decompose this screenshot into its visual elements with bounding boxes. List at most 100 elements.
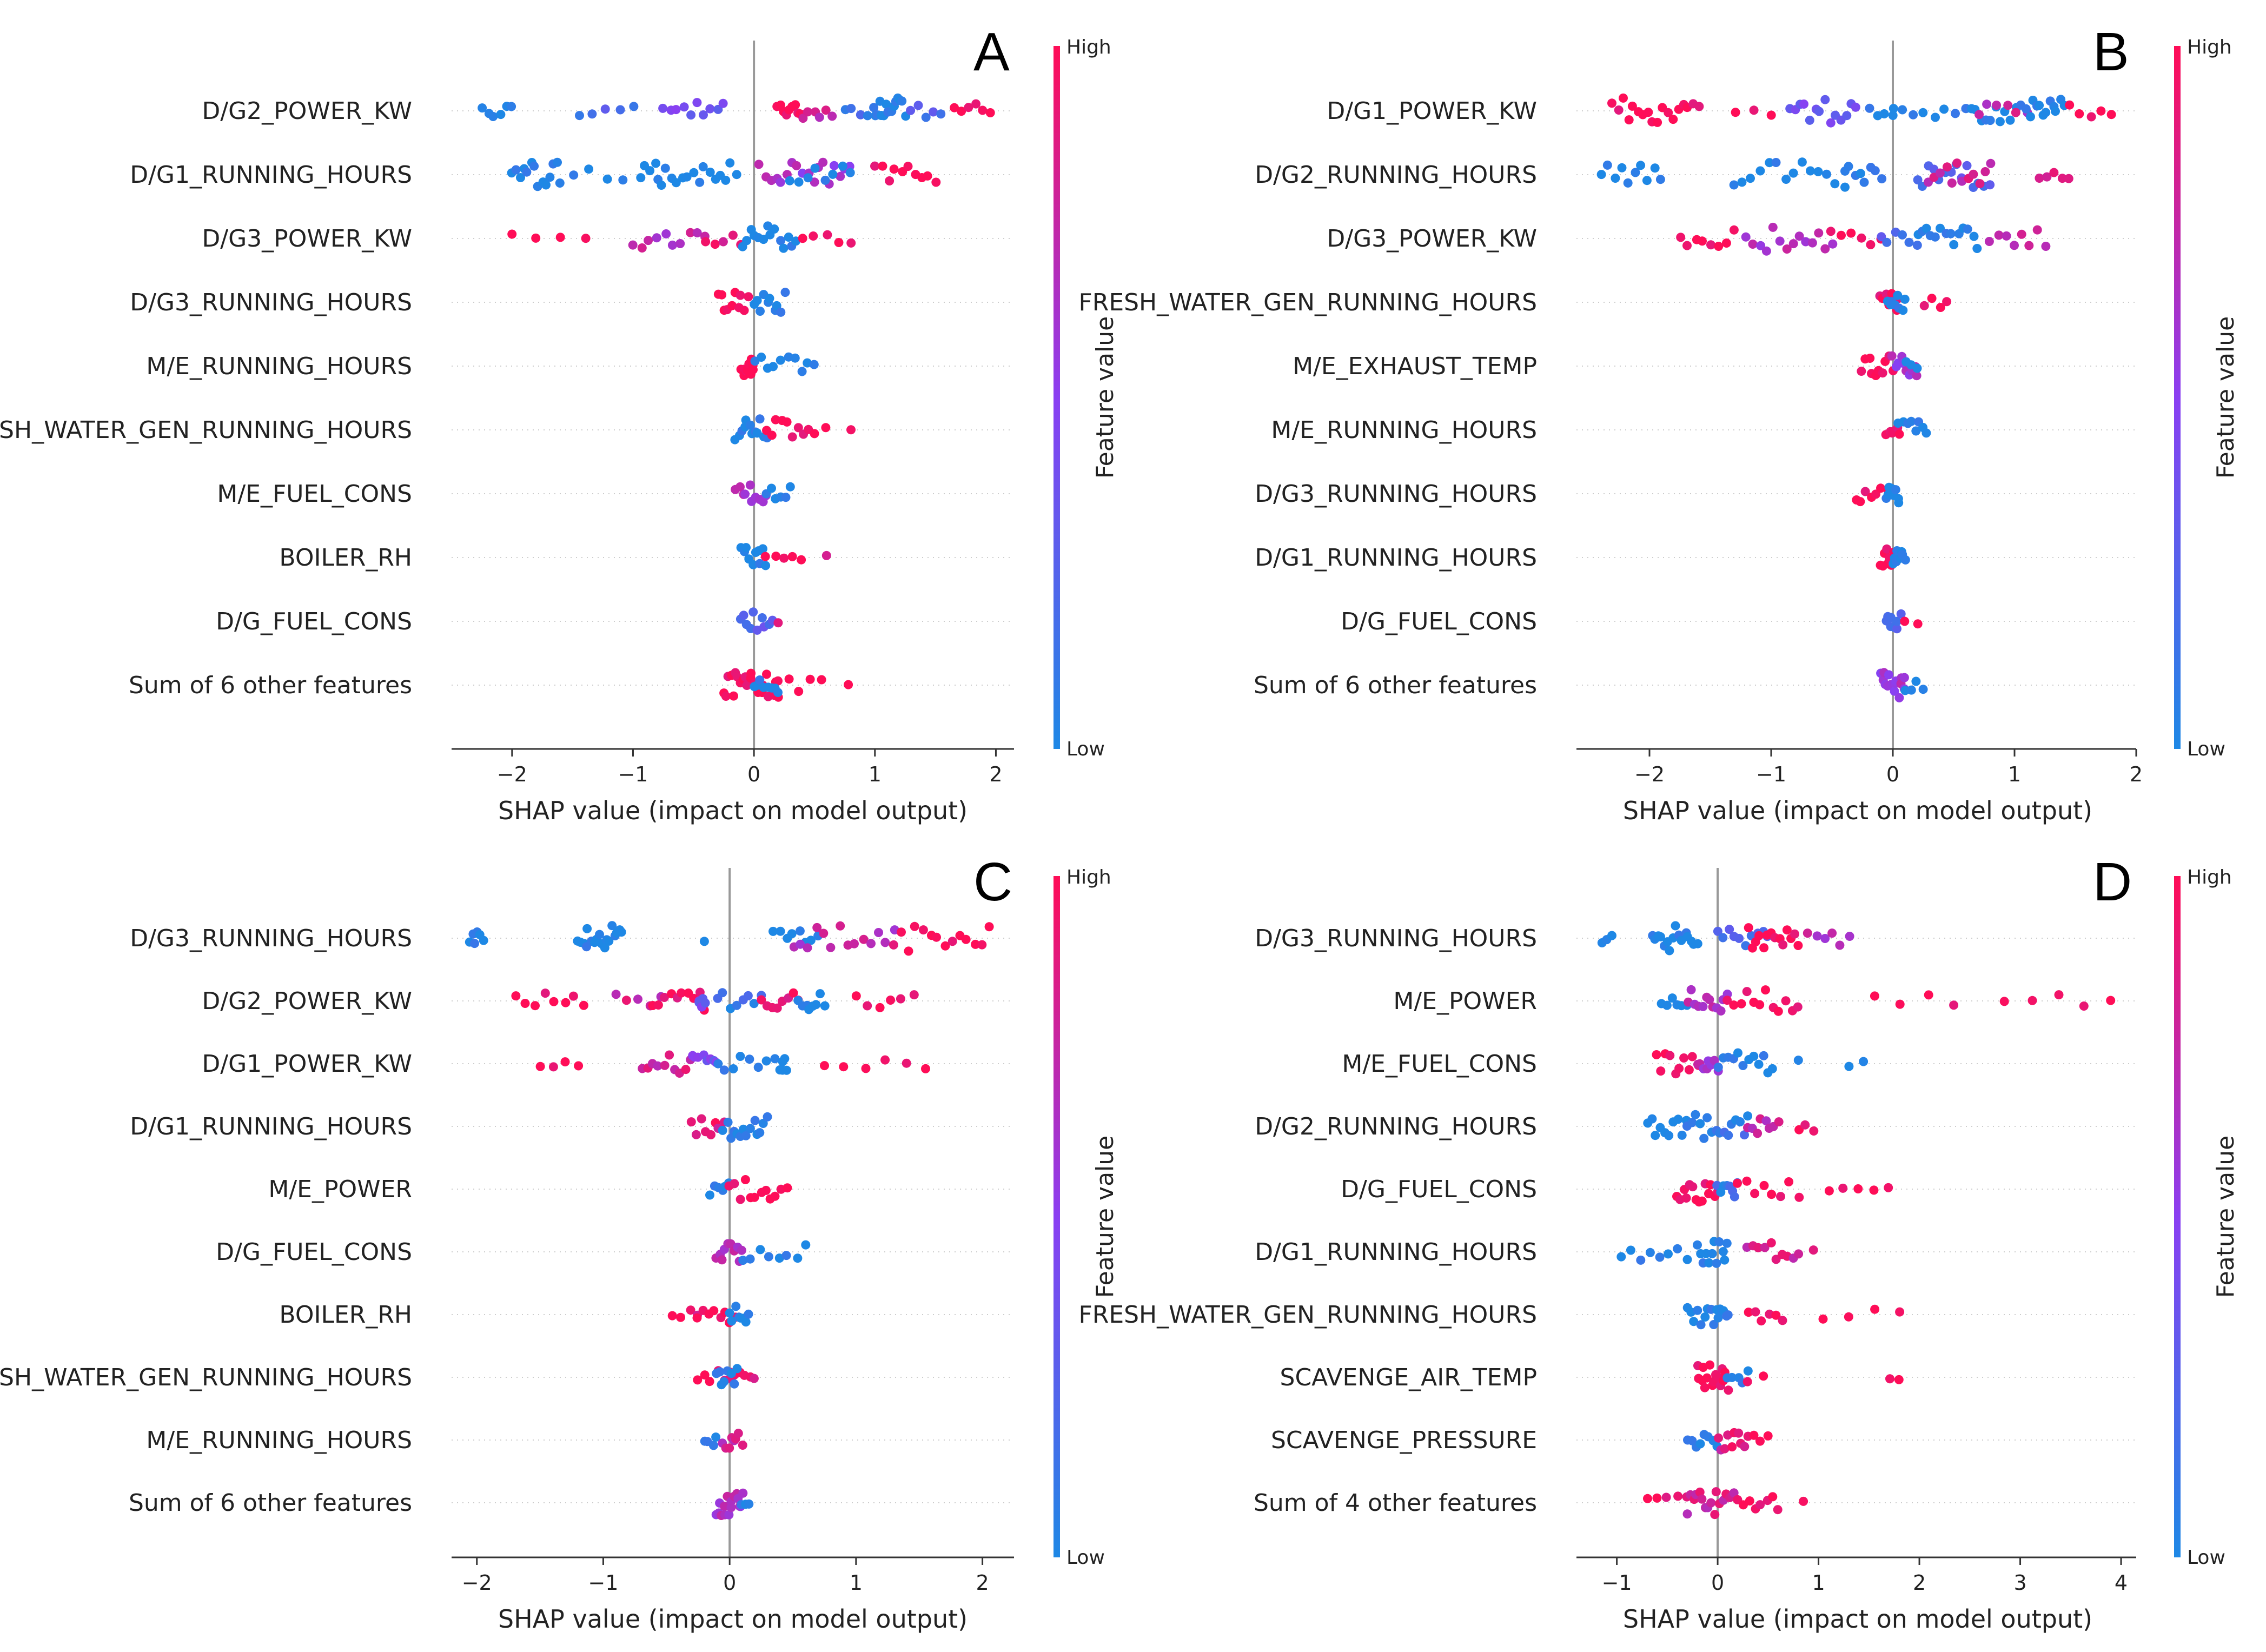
shap-point	[1980, 167, 1990, 176]
shap-point	[1644, 108, 1653, 117]
feature-points	[1607, 93, 2116, 128]
shap-point	[846, 104, 856, 114]
shap-point	[1682, 1509, 1692, 1519]
shap-point	[718, 1125, 727, 1135]
panel-b: −2 −1 0 1 2 SHAP value (impact on model outpu…	[1078, 22, 2240, 825]
shap-point	[736, 482, 745, 492]
shap-point	[1790, 929, 1799, 939]
shap-point	[548, 1062, 558, 1072]
shap-point	[1767, 1190, 1777, 1199]
shap-point	[706, 1130, 715, 1139]
shap-point	[742, 236, 752, 246]
x-tick-label: −1	[1756, 762, 1786, 786]
shap-point	[2005, 115, 2015, 125]
shap-point	[676, 1312, 685, 1322]
shap-point	[644, 236, 653, 246]
shap-point	[781, 493, 791, 502]
shap-point	[780, 288, 790, 297]
shap-point	[1893, 494, 1903, 503]
shap-point	[1740, 1130, 1749, 1140]
shap-point	[904, 946, 913, 956]
shap-point	[698, 162, 708, 171]
shap-point	[699, 937, 709, 946]
shap-point	[1865, 103, 1874, 113]
x-tick-label: 1	[2008, 762, 2021, 786]
shap-point	[1935, 168, 1945, 178]
shap-point	[897, 927, 906, 937]
shap-point	[931, 177, 941, 187]
feature-points	[705, 1175, 792, 1204]
shap-point	[820, 1001, 830, 1011]
colorbar-low-label: Low	[2187, 1547, 2225, 1569]
shap-point	[861, 1064, 871, 1073]
shap-point	[711, 1432, 721, 1442]
colorbar-high-label: High	[1066, 866, 1111, 888]
shap-point	[1713, 1063, 1723, 1072]
shap-point	[1734, 1428, 1744, 1438]
feature-points	[478, 93, 995, 123]
feature-label: M/E_FUEL_CONS	[217, 480, 412, 508]
shap-point	[516, 173, 525, 182]
shap-point	[1909, 110, 1918, 120]
shap-point	[1679, 1053, 1689, 1063]
shap-point	[971, 939, 980, 949]
shap-point	[692, 98, 702, 108]
feature-points	[465, 921, 994, 956]
shap-point	[845, 168, 855, 177]
shap-point	[1643, 1494, 1652, 1503]
shap-point	[1931, 112, 1940, 122]
shap-point	[549, 997, 559, 1006]
feature-points	[1876, 544, 1910, 571]
shap-point	[732, 1364, 742, 1374]
shap-point	[1882, 544, 1892, 554]
shap-point	[1799, 99, 1808, 109]
shap-point	[1884, 1183, 1893, 1192]
shap-point	[1994, 230, 2004, 240]
shap-point	[725, 158, 735, 168]
shap-point	[821, 105, 831, 115]
shap-point	[478, 103, 487, 113]
shap-point	[1668, 115, 1678, 124]
shap-point	[971, 99, 981, 109]
shap-point	[792, 161, 801, 170]
shap-point	[859, 934, 869, 944]
shap-point	[1759, 943, 1769, 953]
shap-point	[739, 611, 748, 620]
shap-point	[1714, 242, 1724, 251]
shap-point	[767, 483, 776, 493]
shap-point	[657, 181, 666, 190]
shap-point	[1664, 1249, 1673, 1259]
shap-point	[1813, 167, 1823, 176]
shap-point	[771, 552, 781, 561]
shap-point	[1856, 169, 1865, 178]
shap-point	[1828, 239, 1838, 249]
shap-point	[1725, 925, 1734, 934]
shap-point	[540, 988, 550, 998]
shap-point	[818, 157, 828, 167]
shap-point	[1922, 428, 1931, 438]
shap-point	[661, 229, 671, 238]
shap-point	[568, 991, 578, 1001]
shap-point	[1906, 685, 1916, 695]
shap-point	[1882, 237, 1892, 247]
shap-point	[836, 171, 845, 181]
shap-point	[691, 1130, 701, 1139]
shap-point	[1751, 1307, 1760, 1317]
shap-point	[1899, 673, 1909, 682]
shap-point	[730, 1379, 739, 1389]
shap-point	[2106, 996, 2116, 1005]
shap-point	[1986, 158, 1996, 168]
shap-point	[785, 482, 795, 492]
feature-points	[667, 1302, 753, 1328]
shap-point	[819, 928, 829, 938]
shap-point	[798, 234, 807, 243]
shap-point	[602, 174, 612, 184]
shap-point	[736, 290, 745, 300]
panel-letter: A	[973, 22, 1010, 82]
shap-point	[1755, 166, 1765, 176]
shap-point	[695, 177, 705, 187]
shap-point	[906, 105, 916, 115]
shap-point	[1896, 609, 1906, 619]
feature-points	[535, 1050, 930, 1078]
shap-point	[1623, 178, 1633, 188]
